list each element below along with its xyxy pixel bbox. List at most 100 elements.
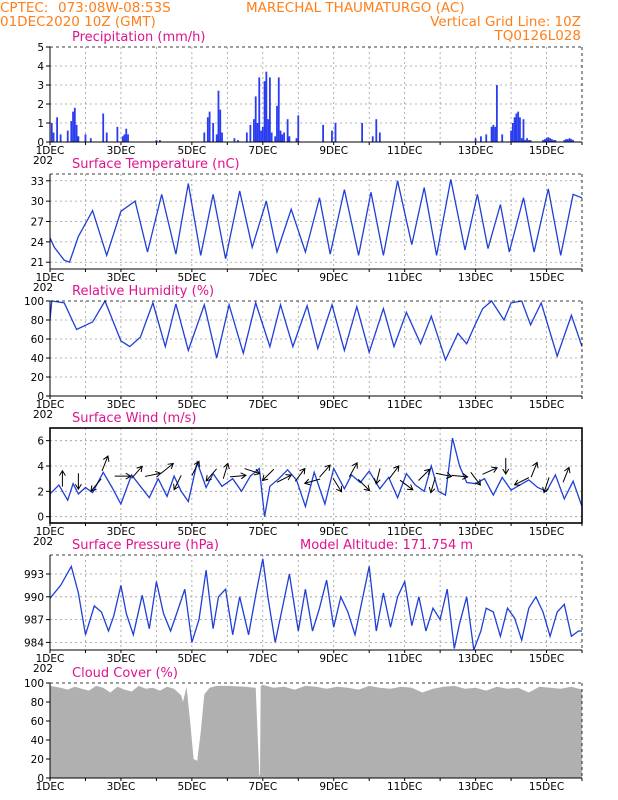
precip-bar <box>217 90 220 142</box>
precip-bar <box>276 105 278 142</box>
x-tick-label: 15DEC <box>529 399 564 411</box>
panel-temp: 21 24 27 30 33 1DEC 3DEC 5DEC 7DEC 9DEC 11DEC 13DEC… <box>31 157 583 294</box>
x-tick-label: 7DEC <box>248 781 277 793</box>
y-tick-label: 984 <box>24 637 44 649</box>
y-tick-label: 60 <box>31 716 44 728</box>
x-year-fragment: 202 <box>33 409 53 421</box>
precip-bar <box>56 117 58 142</box>
precip-bar <box>474 138 477 142</box>
precip-bar <box>125 128 128 142</box>
x-tick-label: 11DEC <box>387 526 422 538</box>
precip-bar <box>203 132 206 142</box>
y-tick-label: 990 <box>24 592 44 604</box>
precip-bar <box>249 124 252 142</box>
precip-bar <box>361 123 364 142</box>
y-tick-label: 80 <box>31 315 44 327</box>
precip-bar <box>334 123 337 142</box>
y-tick-label: 80 <box>31 697 44 709</box>
precip-bar <box>480 136 482 142</box>
precip-bar <box>127 134 129 142</box>
header-date: 01DEC2020 10Z (GMT) <box>0 14 156 30</box>
y-tick-label: 27 <box>31 217 44 229</box>
precip-bar <box>495 85 498 142</box>
precip-bar <box>260 130 262 142</box>
panel-title: Cloud Cover (%) <box>72 666 178 681</box>
precip-bar <box>554 140 557 142</box>
wind-arrow <box>205 468 217 482</box>
precip-bar <box>208 111 211 142</box>
y-tick-label: 20 <box>31 754 44 766</box>
y-tick-label: 30 <box>31 196 44 208</box>
x-tick-label: 3DEC <box>107 781 136 793</box>
y-tick-label: 0 <box>37 773 44 785</box>
x-tick-label: 13DEC <box>458 272 493 284</box>
x-tick-label: 5DEC <box>177 526 206 538</box>
precip-bar <box>121 136 124 142</box>
precip-bar <box>155 140 158 142</box>
wind-arrow <box>244 468 261 476</box>
precip-bar <box>75 124 78 142</box>
x-year-fragment: 202 <box>33 155 53 167</box>
panel-title: Surface Temperature (nC) <box>72 157 240 172</box>
panel-rh: 0 20 40 60 80 100 1DEC 3DEC 5DEC 7DEC 9DEC 11DEC 13D… <box>24 284 583 421</box>
wind-arrow <box>58 469 66 487</box>
y-tick-label: 24 <box>31 237 45 249</box>
precip-bar <box>123 134 126 142</box>
y-tick-label: 100 <box>24 296 44 308</box>
wind-arrow <box>399 479 414 491</box>
precip-bar <box>542 140 544 142</box>
x-tick-label: 7DEC <box>248 399 277 411</box>
x-tick-label: 7DEC <box>248 526 277 538</box>
precip-bar <box>524 140 527 142</box>
precip-bar <box>547 137 550 142</box>
x-year-fragment: 202 <box>33 663 53 675</box>
x-tick-label: 13DEC <box>458 399 493 411</box>
x-tick-label: 5DEC <box>177 145 206 157</box>
wind-arrow <box>373 468 381 485</box>
wind-arrow <box>261 468 275 482</box>
wind-arrow <box>191 460 200 476</box>
x-tick-label: 9DEC <box>319 399 348 411</box>
x-tick-label: 15DEC <box>529 145 564 157</box>
wind-arrow <box>482 466 498 475</box>
x-tick-label: 1DEC <box>36 399 65 411</box>
x-tick-label: 5DEC <box>177 653 206 665</box>
x-tick-label: 11DEC <box>387 653 422 665</box>
precip-bar <box>52 132 55 142</box>
x-tick-label: 11DEC <box>387 145 422 157</box>
wind-arrow <box>294 467 306 482</box>
x-tick-label: 5DEC <box>177 781 206 793</box>
x-tick-label: 11DEC <box>387 781 422 793</box>
panel-title: Precipitation (mm/h) <box>72 30 205 45</box>
x-tick-label: 7DEC <box>248 145 277 157</box>
cloud-cover-area <box>50 684 582 778</box>
precip-bar <box>511 123 514 142</box>
wind-arrow <box>428 477 436 494</box>
precip-bar <box>568 138 571 142</box>
wind-arrow <box>229 472 247 480</box>
wind-arrow <box>101 455 110 472</box>
precip-bar <box>72 111 74 142</box>
temp-series-line <box>49 179 583 264</box>
x-year-fragment: 202 <box>33 536 53 548</box>
precip-bar <box>206 117 209 142</box>
wind-arrow <box>332 477 343 493</box>
precip-bar <box>572 140 575 142</box>
precip-bar <box>233 138 236 142</box>
precip-bar <box>212 123 215 142</box>
precip-bar <box>570 139 573 142</box>
precip-bar <box>526 138 528 142</box>
precip-bar <box>245 132 248 142</box>
x-tick-label: 13DEC <box>458 781 493 793</box>
precip-bar <box>492 124 495 142</box>
x-tick-label: 7DEC <box>248 272 277 284</box>
x-tick-label: 15DEC <box>529 781 564 793</box>
wind-arrow <box>435 472 453 479</box>
precip-bar <box>371 136 374 142</box>
precip-bar <box>66 130 69 142</box>
wind-arrow <box>131 465 143 479</box>
precip-bar <box>219 109 222 142</box>
panel-title: Relative Humidity (%) <box>72 284 214 299</box>
precip-bar <box>286 119 289 142</box>
x-tick-label: 11DEC <box>387 272 422 284</box>
